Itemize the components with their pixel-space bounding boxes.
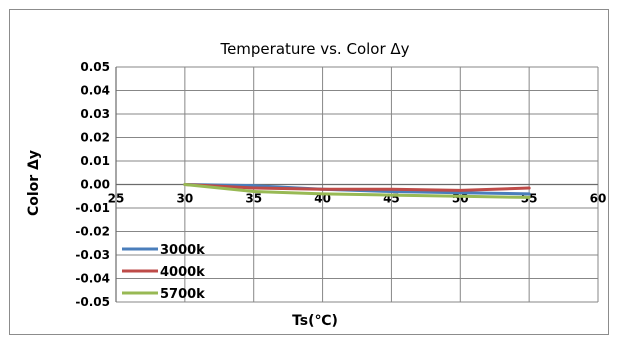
x-tick-label: 30 bbox=[177, 192, 194, 206]
y-tick-label: -0.02 bbox=[75, 225, 110, 239]
y-tick-label: 0.05 bbox=[80, 60, 110, 74]
series-line-4000k bbox=[183, 183, 531, 192]
y-tick-labels: 0.05 0.04 0.03 0.02 0.01 0.00 -0.01 -0.02 -0.03 -… bbox=[75, 60, 110, 309]
y-tick-label: -0.03 bbox=[75, 248, 110, 262]
y-tick-label: 0.04 bbox=[80, 84, 110, 98]
legend: 3000k 4000k 5700k bbox=[122, 243, 205, 302]
y-tick-label: 0.00 bbox=[80, 178, 110, 192]
chart-svg: Temperature vs. Color Δy 0.050.040.030.0… bbox=[26, 40, 607, 329]
legend-label-4000k: 4000k bbox=[160, 265, 205, 280]
y-tick-label: -0.04 bbox=[75, 272, 110, 286]
y-tick-label: -0.05 bbox=[75, 295, 110, 309]
y-tick-label: -0.01 bbox=[75, 201, 110, 215]
chart-frame: Temperature vs. Color Δy 0.05 0.04 0.03 0.0… bbox=[9, 9, 609, 335]
x-tick-label: 35 bbox=[245, 192, 262, 206]
y-axis-title: Color Δy bbox=[26, 150, 42, 216]
x-axis-title: Ts(℃) bbox=[292, 313, 338, 329]
x-tick-label: 25 bbox=[108, 192, 125, 206]
y-tick-label: 0.01 bbox=[80, 154, 110, 168]
series-line-5700k bbox=[183, 183, 531, 199]
legend-label-5700k: 5700k bbox=[160, 287, 205, 302]
legend-label-3000k: 3000k bbox=[160, 243, 205, 258]
x-tick-label: 60 bbox=[590, 192, 607, 206]
y-tick-label: 0.02 bbox=[80, 131, 110, 145]
series-lines bbox=[183, 183, 531, 199]
y-tick-label: 0.03 bbox=[80, 107, 110, 121]
chart-title: Temperature vs. Color Δy bbox=[219, 40, 409, 58]
